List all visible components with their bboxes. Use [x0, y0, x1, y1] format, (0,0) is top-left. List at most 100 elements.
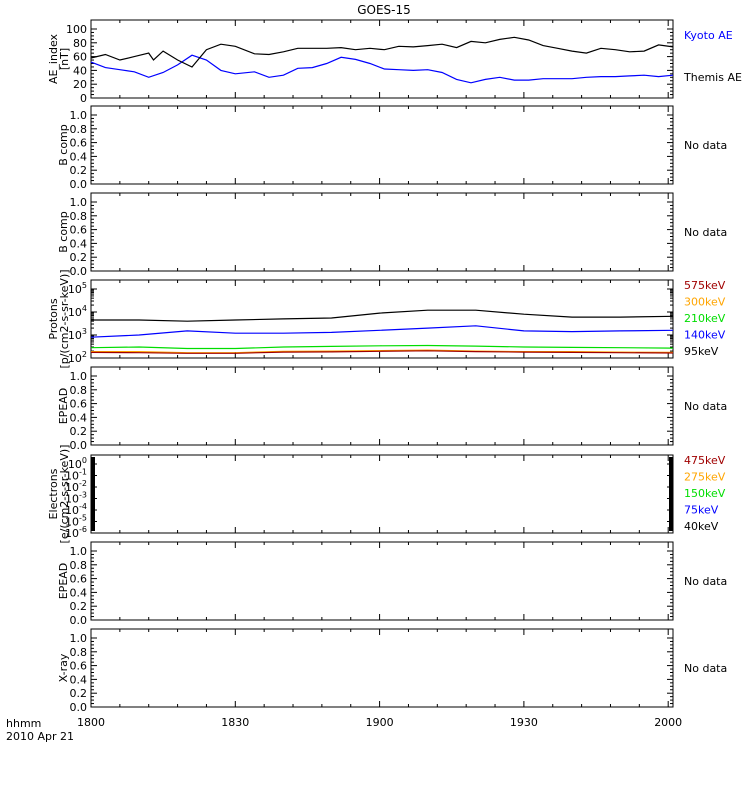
y-tick-label: 0.6 [70, 398, 88, 411]
left-edge-band [91, 457, 95, 531]
legend-entry: 40keV [684, 520, 719, 533]
no-data-label: No data [684, 226, 727, 239]
no-data-label: No data [684, 662, 727, 675]
y-axis-label: Electrons [47, 468, 60, 519]
y-tick-label: 10-4 [65, 502, 87, 517]
legend-entry: 475keV [684, 454, 726, 467]
y-tick-label: 20 [73, 78, 87, 91]
no-data-label: No data [684, 400, 727, 413]
y-tick-label: 0.0 [70, 614, 88, 627]
y-axis-label: Protons [47, 298, 60, 339]
legend-entry: 75keV [684, 504, 719, 517]
panel-frame [90, 19, 674, 99]
figure-title: GOES-15 [357, 3, 411, 17]
y-tick-label: 0.6 [70, 224, 88, 237]
series-line-210kev [90, 344, 674, 350]
legend-entry: 140keV [684, 329, 726, 342]
y-tick-label: 1.0 [70, 196, 88, 209]
y-tick-label: 0.2 [70, 600, 88, 613]
y-tick-label: 100 [66, 23, 87, 36]
y-tick-label: 105 [68, 281, 87, 296]
y-axis-label: B comp [57, 124, 70, 166]
x-tick-label: 1900 [366, 716, 394, 729]
y-axis-label: AE_index [47, 33, 60, 84]
legend-themis-ae: Themis AE [683, 71, 742, 84]
right-edge-band [669, 457, 673, 531]
legend-kyoto-ae: Kyoto AE [684, 29, 733, 42]
y-tick-label: 0.8 [70, 384, 88, 397]
y-tick-label: 0.6 [70, 137, 88, 150]
y-tick-label: 80 [73, 37, 87, 50]
y-tick-label: 0.8 [70, 646, 88, 659]
y-tick-label: 1.0 [70, 109, 88, 122]
panel-frame [90, 454, 674, 534]
legend-entry: 95keV [684, 345, 719, 358]
date-label: 2010 Apr 21 [6, 730, 74, 743]
y-tick-label: 0 [80, 92, 87, 105]
panel-frame [90, 541, 674, 621]
y-tick-label: 0.2 [70, 251, 88, 264]
y-axis-label: EPEAD [57, 388, 70, 425]
panel-frame [90, 105, 674, 185]
panel-protons: 102 103 104 105 Protons[p/(cm2-s-sr-keV)] 575… [47, 269, 726, 368]
series-line-themis-ae [90, 36, 674, 68]
y-tick-label: 0.6 [70, 660, 88, 673]
y-tick-label: 100 [68, 456, 87, 471]
legend-entry: 150keV [684, 487, 726, 500]
y-tick-label: 104 [68, 304, 87, 319]
y-tick-label: 1.0 [70, 632, 88, 645]
series-line-95kev [91, 309, 674, 322]
legend-entry: 575keV [684, 279, 726, 292]
y-tick-label: 0.8 [70, 123, 88, 136]
y-tick-label: 0.0 [70, 265, 88, 278]
y-tick-label: 0.8 [70, 559, 88, 572]
y-tick-label: 10-3 [65, 491, 87, 506]
y-tick-label: 1.0 [70, 370, 88, 383]
y-axis-label: X-ray [57, 653, 70, 682]
y-tick-label: 103 [68, 327, 87, 342]
panel-frame [90, 366, 674, 446]
y-tick-label: 0.4 [70, 673, 88, 686]
y-tick-label: 0.0 [70, 701, 88, 714]
y-axis-label: [nT] [58, 48, 71, 70]
panel-b-comp-2: 0.00.20.40.60.81.0B comp No data [57, 192, 727, 278]
y-tick-label: 0.8 [70, 210, 88, 223]
y-tick-label: 102 [68, 350, 87, 365]
y-tick-label: 0.0 [70, 439, 88, 452]
series-line-kyoto-ae [90, 54, 674, 84]
panel-frame [90, 628, 674, 708]
no-data-label: No data [684, 575, 727, 588]
legend-entry: 210keV [684, 312, 726, 325]
y-axis-label: B comp [57, 211, 70, 253]
time-axis: 1800 1830 1900 1930 2000 [77, 716, 682, 729]
y-tick-label: 10-6 [65, 525, 87, 540]
x-tick-label: 1830 [221, 716, 249, 729]
y-tick-label: 60 [73, 51, 87, 64]
y-axis-label: [p/(cm2-s-sr-keV)] [58, 269, 71, 368]
series-line-140kev [90, 325, 674, 338]
y-tick-label: 0.0 [70, 178, 88, 191]
panel-b-comp-1: 0.00.20.40.60.81.0B comp No data [57, 105, 727, 191]
legend-entry: 300keV [684, 296, 726, 309]
panel-frame [90, 192, 674, 272]
y-tick-label: 10-5 [65, 514, 87, 529]
y-tick-label: 0.4 [70, 411, 88, 424]
y-tick-label: 0.2 [70, 164, 88, 177]
y-tick-label: 0.4 [70, 586, 88, 599]
y-axis-label: EPEAD [57, 563, 70, 600]
x-tick-label: 1930 [510, 716, 538, 729]
y-tick-label: 0.2 [70, 687, 88, 700]
time-format-label: hhmm [6, 717, 41, 730]
y-axis-label: [e/(cm2-s-sr-keV)] [58, 445, 71, 544]
y-tick-label: 0.6 [70, 573, 88, 586]
x-tick-label: 1800 [77, 716, 105, 729]
y-tick-label: 0.2 [70, 425, 88, 438]
legend-entry: 275keV [684, 471, 726, 484]
y-tick-label: 40 [73, 64, 87, 77]
